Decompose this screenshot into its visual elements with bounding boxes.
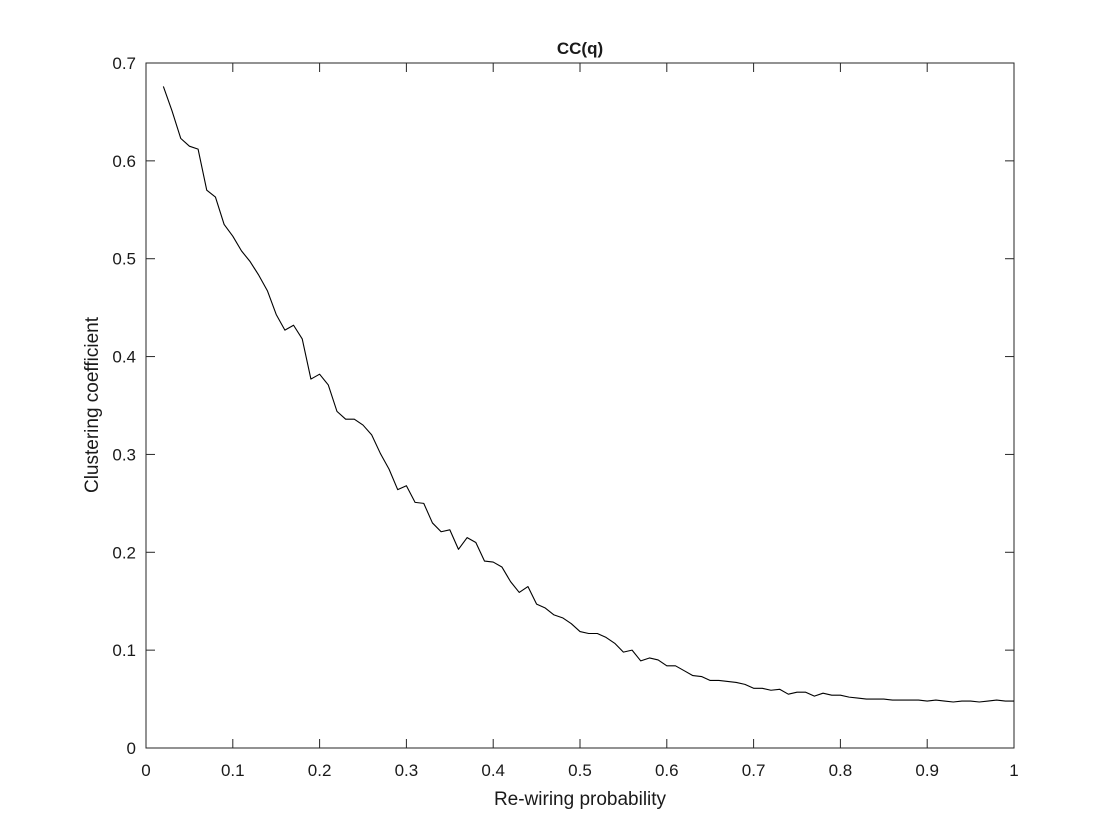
x-tick-label: 0.2 <box>308 761 332 780</box>
y-axis-label: Clustering coefficient <box>82 316 103 493</box>
x-axis-label: Re-wiring probability <box>494 789 667 810</box>
x-tick-label: 0.6 <box>655 761 679 780</box>
chart-title: CC(q) <box>557 39 603 58</box>
x-tick-label: 0.1 <box>221 761 245 780</box>
y-tick-label: 0.3 <box>112 445 136 464</box>
plot-area: 0 0.1 0.2 0.3 0.4 0.5 0.6 0.7 0.8 0.9 1 0 0.1 0.2 0.3 0… <box>112 54 1018 780</box>
x-tick-label: 0.9 <box>915 761 939 780</box>
y-tick-label: 0 <box>127 739 136 758</box>
y-tick-label: 0.4 <box>112 348 136 367</box>
y-tick-label: 0.5 <box>112 250 136 269</box>
y-tick-label: 0.6 <box>112 152 136 171</box>
y-tick-label: 0.7 <box>112 54 136 73</box>
y-tick-label: 0.1 <box>112 641 136 660</box>
x-tick-label: 0.4 <box>481 761 505 780</box>
x-tick-label: 0.8 <box>829 761 853 780</box>
x-tick-label: 0.5 <box>568 761 592 780</box>
x-tick-label: 0 <box>141 761 150 780</box>
x-tick-label: 1 <box>1009 761 1018 780</box>
series-line-0 <box>162 86 1014 703</box>
x-tick-label: 0.7 <box>742 761 766 780</box>
x-tick-label: 0.3 <box>395 761 419 780</box>
y-tick-label: 0.2 <box>112 543 136 562</box>
